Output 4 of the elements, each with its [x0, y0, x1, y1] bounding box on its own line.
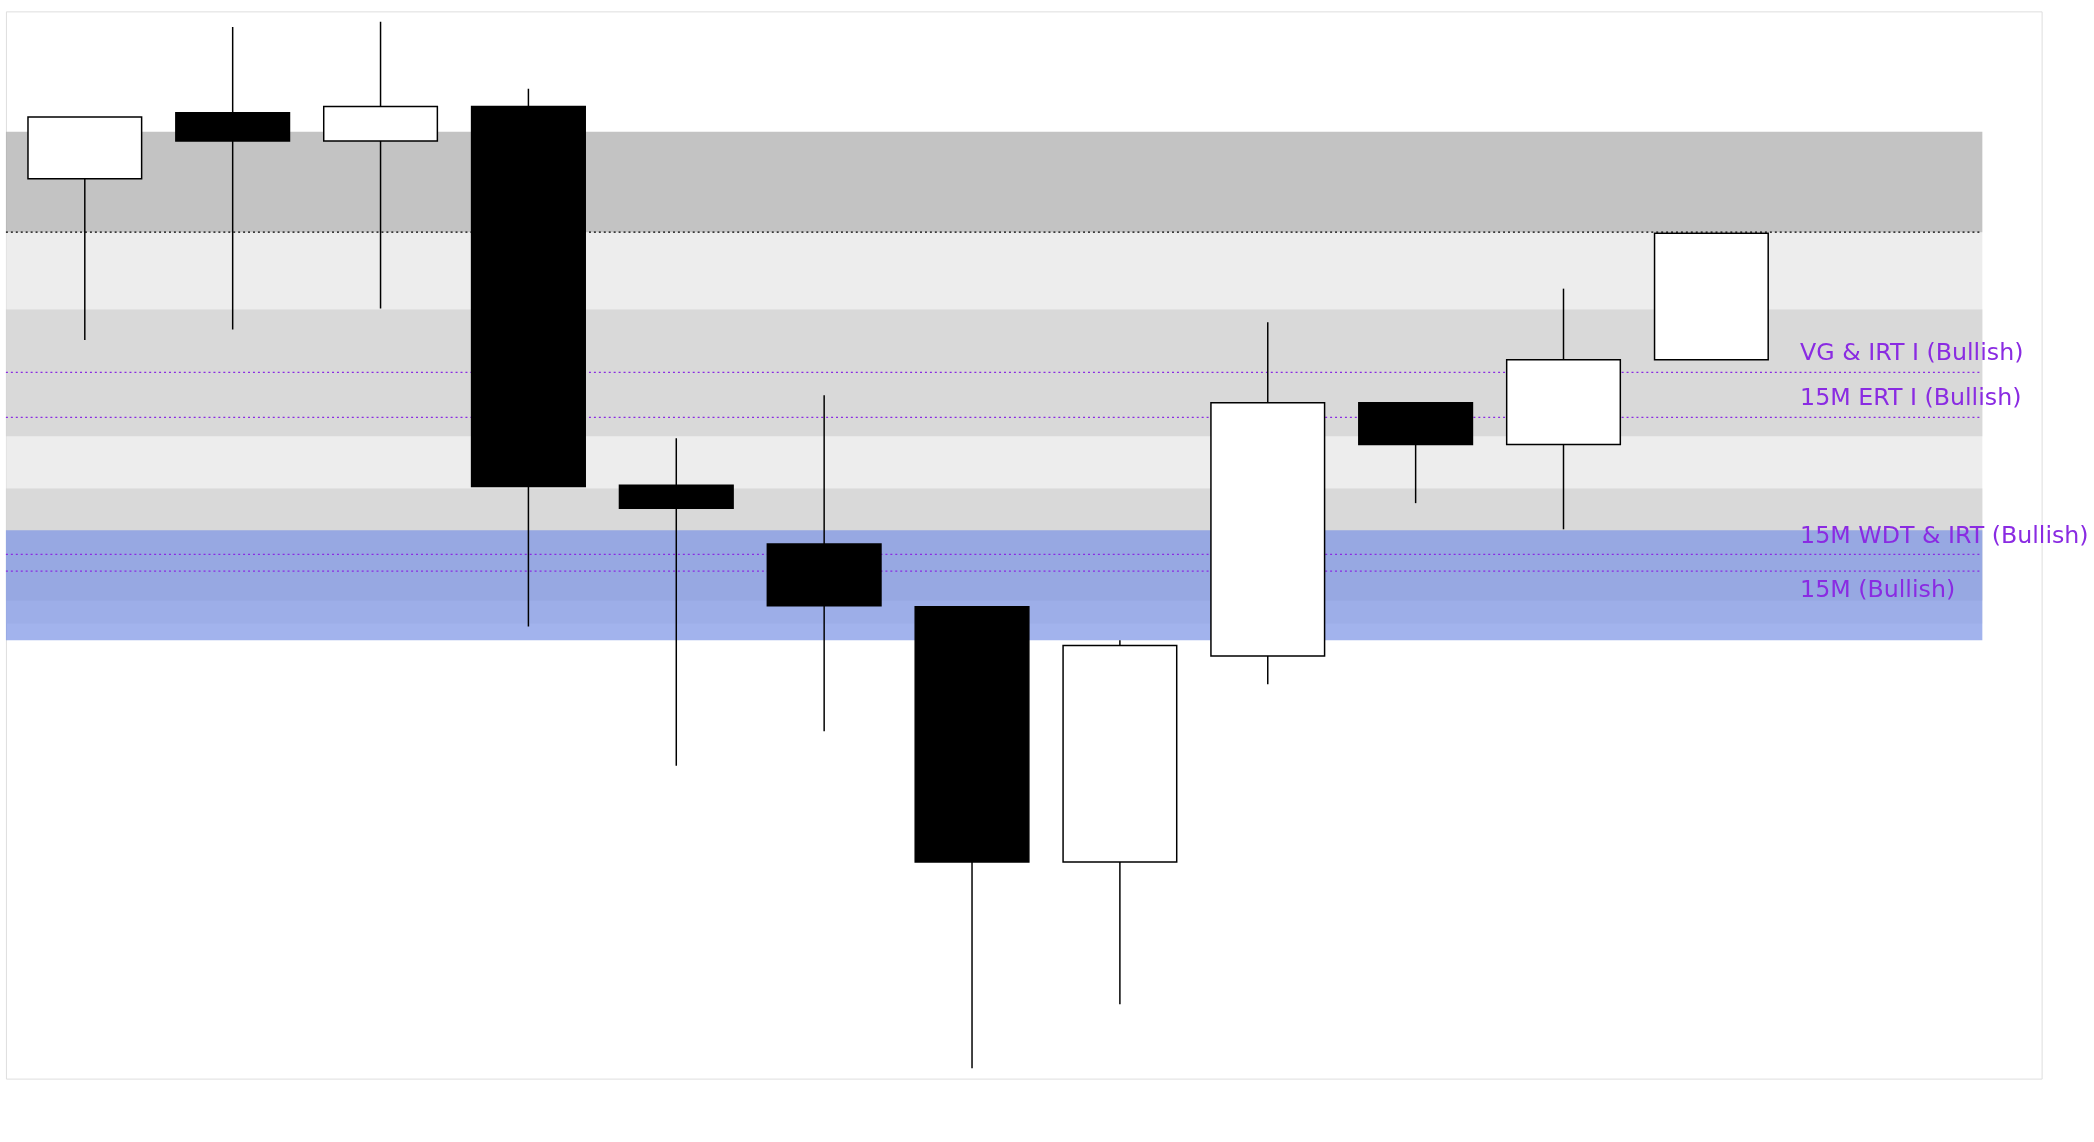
ref-line-label: 15M (Bullish) [1800, 574, 1956, 603]
candlestick [618, 437, 734, 767]
ref-line-label: VG & IRT I (Bullish) [1800, 338, 2024, 367]
ref-line-label: 15M ERT I (Bullish) [1800, 383, 2022, 412]
